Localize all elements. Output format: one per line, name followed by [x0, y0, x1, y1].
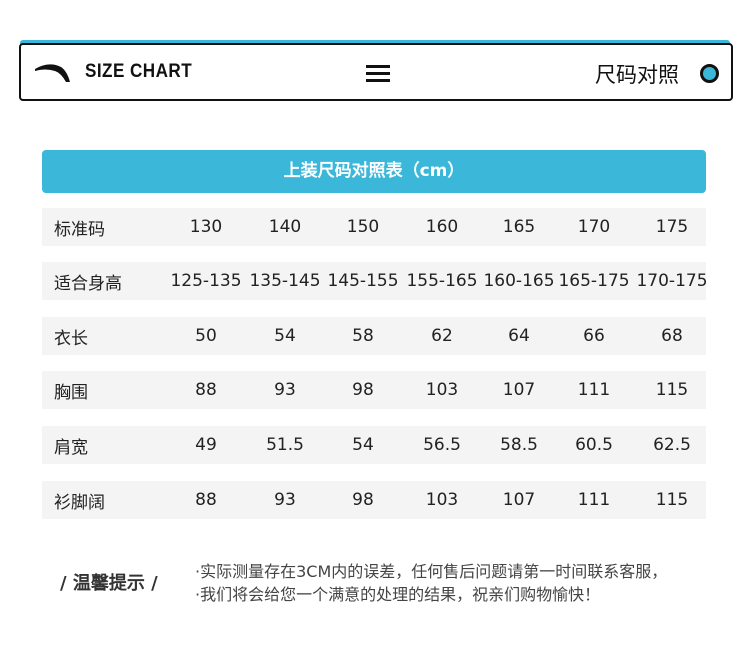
table-cell: 68	[661, 326, 683, 346]
table-cell: 107	[502, 380, 536, 400]
table-cell: 145-155	[327, 271, 399, 291]
table-cell: 111	[577, 380, 611, 400]
table-cell: 62	[431, 326, 453, 346]
table-cell: 49	[195, 435, 217, 455]
table-cell: 64	[508, 326, 530, 346]
table-cell: 130	[189, 217, 223, 237]
table-row: 肩宽 49 51.5 54 56.5 58.5 60.5 62.5	[42, 426, 706, 464]
header: SIZE CHART 尺码对照	[19, 43, 733, 101]
table-cell: 111	[577, 490, 611, 510]
table-cell: 160	[425, 217, 459, 237]
accent-bar	[20, 40, 730, 45]
table-cell: 66	[583, 326, 605, 346]
hamburger-menu-icon[interactable]	[366, 65, 390, 83]
table-cell: 51.5	[266, 435, 304, 455]
table-cell: 160-165	[483, 271, 555, 291]
table-cell: 175	[655, 217, 689, 237]
table-cell: 62.5	[653, 435, 691, 455]
table-cell: 88	[195, 380, 217, 400]
header-right-label: 尺码对照	[595, 63, 679, 87]
table-cell: 135-145	[249, 271, 321, 291]
table-title-banner: 上装尺码对照表（cm）	[42, 150, 706, 193]
table-cell: 93	[274, 380, 296, 400]
row-label: 适合身高	[54, 273, 122, 294]
tip-line: ·实际测量存在3CM内的误差，任何售后问题请第一时间联系客服，	[195, 562, 668, 581]
table-cell: 56.5	[423, 435, 461, 455]
table-cell: 115	[655, 380, 689, 400]
table-cell: 155-165	[406, 271, 478, 291]
table-cell: 107	[502, 490, 536, 510]
header-title: SIZE CHART	[85, 61, 193, 82]
table-cell: 165	[502, 217, 536, 237]
circle-dot-icon	[700, 64, 719, 83]
table-cell: 103	[425, 380, 459, 400]
table-cell: 50	[195, 326, 217, 346]
table-cell: 58	[352, 326, 374, 346]
row-label: 衣长	[54, 328, 88, 349]
table-cell: 170-175	[636, 271, 708, 291]
row-label: 肩宽	[54, 437, 88, 458]
table-cell: 103	[425, 490, 459, 510]
table-cell: 54	[274, 326, 296, 346]
table-cell: 165-175	[558, 271, 630, 291]
table-cell: 98	[352, 380, 374, 400]
tips-label: / 温馨提示 /	[60, 573, 158, 594]
table-cell: 150	[346, 217, 380, 237]
row-label: 衫脚阔	[54, 492, 105, 513]
table-cell: 125-135	[170, 271, 242, 291]
brand-logo-icon	[35, 64, 70, 82]
table-cell: 170	[577, 217, 611, 237]
table-cell: 115	[655, 490, 689, 510]
table-row: 适合身高 125-135 135-145 145-155 155-165 160-165 1…	[42, 262, 708, 300]
table-row: 胸围 88 93 98 103 107 111 115	[42, 371, 706, 409]
row-label: 标准码	[54, 219, 105, 240]
table-cell: 93	[274, 490, 296, 510]
tips-text: ·实际测量存在3CM内的误差，任何售后问题请第一时间联系客服， ·我们将会给您一…	[195, 560, 667, 606]
table-cell: 54	[352, 435, 374, 455]
tip-line: ·我们将会给您一个满意的处理的结果，祝亲们购物愉快！	[195, 585, 601, 604]
table-row: 衣长 50 54 58 62 64 66 68	[42, 317, 706, 355]
table-cell: 58.5	[500, 435, 538, 455]
table-cell: 98	[352, 490, 374, 510]
table-cell: 60.5	[575, 435, 613, 455]
table-row: 衫脚阔 88 93 98 103 107 111 115	[42, 481, 706, 519]
table-cell: 88	[195, 490, 217, 510]
table-row: 标准码 130 140 150 160 165 170 175	[42, 208, 706, 246]
row-label: 胸围	[54, 382, 88, 403]
table-cell: 140	[268, 217, 302, 237]
